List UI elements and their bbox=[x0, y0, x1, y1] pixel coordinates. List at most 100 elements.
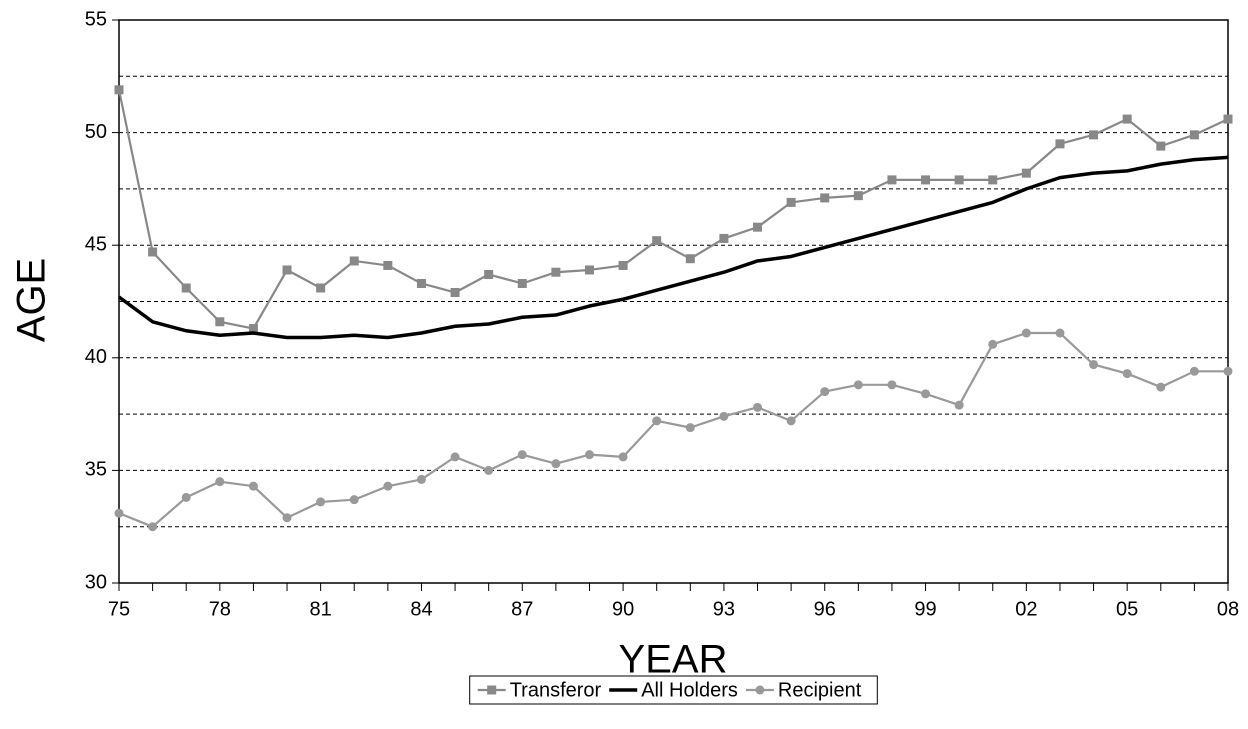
point bbox=[954, 400, 964, 410]
series bbox=[114, 328, 1233, 532]
point bbox=[921, 175, 931, 185]
point bbox=[887, 175, 897, 185]
point bbox=[1089, 360, 1099, 370]
x-tick-label: 87 bbox=[511, 598, 533, 620]
y-tick-label: 30 bbox=[85, 571, 107, 593]
point bbox=[1189, 366, 1199, 376]
point bbox=[652, 236, 662, 246]
series bbox=[117, 155, 1229, 340]
point bbox=[114, 508, 124, 518]
point bbox=[248, 481, 258, 491]
y-axis-label: AGE bbox=[10, 258, 54, 342]
series bbox=[114, 85, 1233, 334]
y-tick-label: 50 bbox=[85, 121, 107, 143]
point bbox=[887, 380, 897, 390]
plot-frame bbox=[118, 19, 1229, 584]
point bbox=[685, 423, 695, 433]
x-tick-label: 81 bbox=[310, 598, 332, 620]
x-tick-label: 08 bbox=[1217, 598, 1239, 620]
point bbox=[988, 339, 998, 349]
legend-item: Recipient bbox=[745, 679, 862, 701]
point bbox=[685, 254, 695, 264]
point bbox=[1055, 139, 1065, 149]
point bbox=[148, 522, 158, 532]
series-line bbox=[117, 89, 1229, 330]
point bbox=[820, 193, 830, 203]
point bbox=[1089, 130, 1099, 140]
point bbox=[786, 197, 796, 207]
point bbox=[1021, 168, 1031, 178]
point bbox=[719, 411, 729, 421]
series-line bbox=[117, 155, 1229, 340]
y-tick-label: 45 bbox=[85, 233, 107, 255]
point bbox=[618, 452, 628, 462]
point bbox=[988, 175, 998, 185]
point bbox=[215, 477, 225, 487]
legend-label: Recipient bbox=[778, 679, 862, 701]
x-tick-label: 02 bbox=[1015, 598, 1037, 620]
point bbox=[820, 387, 830, 397]
point bbox=[248, 324, 258, 334]
point bbox=[1021, 328, 1031, 338]
x-tick-label: 78 bbox=[209, 598, 231, 620]
point bbox=[487, 685, 497, 695]
point bbox=[1122, 114, 1132, 124]
point bbox=[517, 450, 527, 460]
point bbox=[215, 317, 225, 327]
point bbox=[1055, 328, 1065, 338]
x-tick-label: 99 bbox=[914, 598, 936, 620]
point bbox=[181, 283, 191, 293]
x-tick-label: 96 bbox=[814, 598, 836, 620]
point bbox=[316, 283, 326, 293]
legend-item: Transferor bbox=[477, 679, 602, 701]
point bbox=[1156, 141, 1166, 151]
point bbox=[1223, 366, 1233, 376]
point bbox=[753, 402, 763, 412]
point bbox=[786, 416, 796, 426]
y-tick-label: 55 bbox=[85, 8, 107, 30]
point bbox=[416, 278, 426, 288]
point bbox=[114, 85, 124, 95]
legend-label: Transferor bbox=[510, 679, 602, 701]
point bbox=[349, 495, 359, 505]
y-tick-label: 35 bbox=[85, 459, 107, 481]
point bbox=[755, 685, 765, 695]
point bbox=[1122, 369, 1132, 379]
point bbox=[1189, 130, 1199, 140]
point bbox=[383, 481, 393, 491]
point bbox=[551, 267, 561, 277]
point bbox=[1156, 382, 1166, 392]
legend-item: All Holders bbox=[609, 679, 738, 701]
x-tick-label: 90 bbox=[612, 598, 634, 620]
point bbox=[484, 465, 494, 475]
point bbox=[584, 265, 594, 275]
point bbox=[316, 497, 326, 507]
x-tick-label: 05 bbox=[1116, 598, 1138, 620]
point bbox=[148, 247, 158, 257]
point bbox=[517, 278, 527, 288]
point bbox=[853, 380, 863, 390]
legend: Transferor All Holders Recipient bbox=[469, 675, 878, 705]
point bbox=[1223, 114, 1233, 124]
point bbox=[450, 287, 460, 297]
point bbox=[551, 459, 561, 469]
series-line bbox=[118, 331, 1228, 528]
point bbox=[618, 260, 628, 270]
point bbox=[450, 452, 460, 462]
legend-box bbox=[469, 675, 878, 705]
point bbox=[921, 389, 931, 399]
point bbox=[584, 450, 594, 460]
point bbox=[282, 513, 292, 523]
point bbox=[753, 222, 763, 232]
x-tick-label: 84 bbox=[410, 598, 432, 620]
point bbox=[416, 474, 426, 484]
point bbox=[719, 233, 729, 243]
point bbox=[853, 191, 863, 201]
x-tick-label: 75 bbox=[108, 598, 130, 620]
x-axis-label: YEAR bbox=[619, 638, 728, 682]
point bbox=[652, 416, 662, 426]
y-tick-label: 40 bbox=[85, 346, 107, 368]
point bbox=[484, 269, 494, 279]
